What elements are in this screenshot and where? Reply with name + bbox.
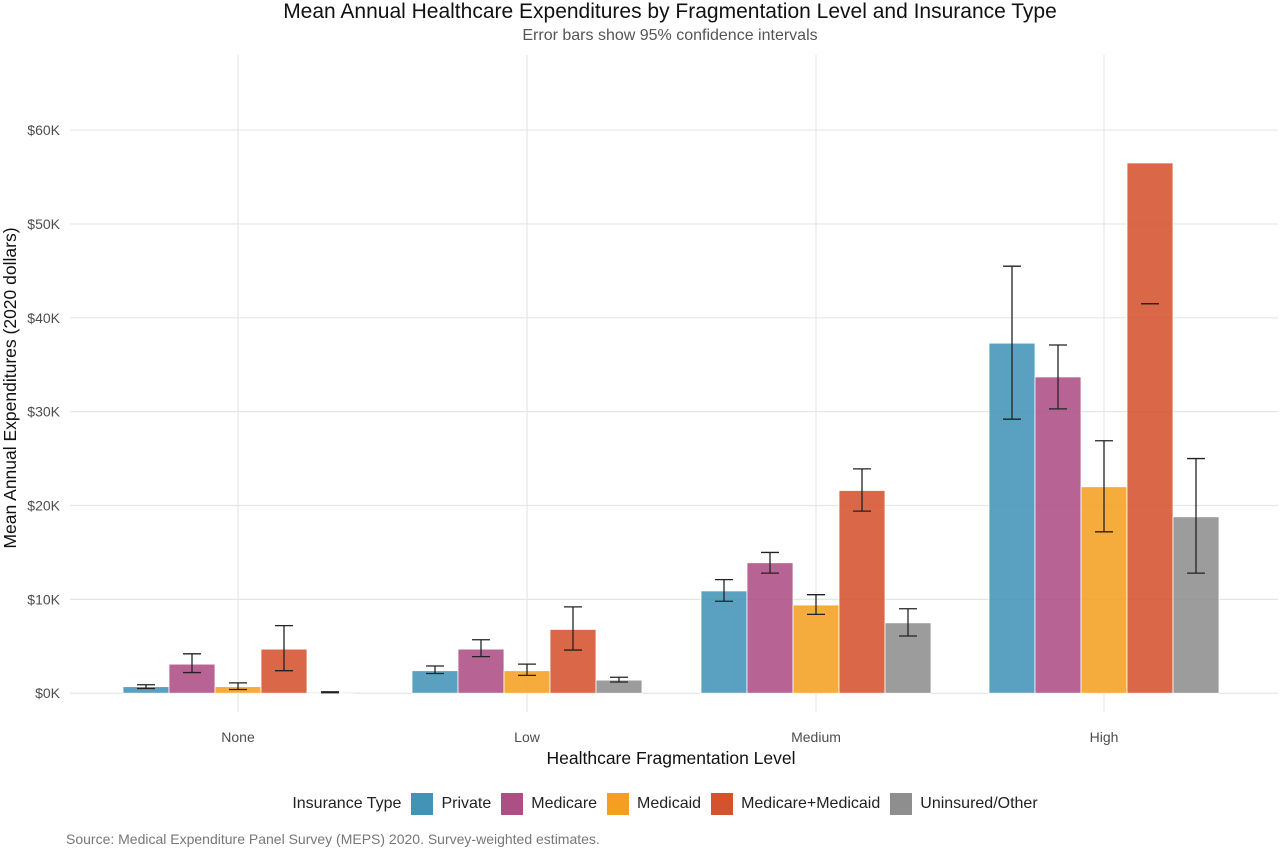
error-bar-uninsured-other-medium — [899, 608, 917, 637]
error-bar-medicare-none — [183, 653, 201, 674]
error-bar-medicaid-low — [518, 663, 536, 677]
error-bar-medicare-low — [472, 639, 490, 658]
bar-medicare-medium — [746, 562, 794, 694]
x-tick-label-high: High — [1090, 729, 1119, 745]
error-bar-medicare-high — [1049, 344, 1067, 410]
error-bar-medicare-medicaid-medium — [853, 468, 871, 512]
x-tick-label-none: None — [221, 729, 255, 745]
legend-item-private: Private — [411, 793, 491, 815]
error-bar-private-none — [137, 684, 155, 690]
bar-medicaid-medium — [792, 604, 840, 694]
chart-caption: Source: Medical Expenditure Panel Survey… — [66, 831, 600, 847]
error-bar-medicare-medicaid-low — [564, 606, 582, 651]
legend-label: Medicare — [531, 795, 598, 812]
y-axis-title: Mean Annual Expenditures (2020 dollars) — [0, 227, 20, 548]
x-axis-title: Healthcare Fragmentation Level — [546, 748, 795, 768]
legend: Insurance Type Private Medicare Medicaid Me… — [0, 793, 1280, 815]
error-bar-uninsured-other-high — [1187, 457, 1205, 574]
x-tick-label-low: Low — [514, 729, 541, 745]
error-bar-medicare-medium — [761, 551, 779, 574]
error-bar-private-medium — [715, 579, 733, 602]
x-tick-label-medium: Medium — [791, 729, 841, 745]
y-tick-label: $40K — [27, 310, 60, 326]
legend-title: Insurance Type — [292, 795, 402, 812]
y-tick-label: $0K — [35, 685, 61, 701]
bar-medicare-medicaid-medium — [838, 490, 886, 694]
error-bar-medicaid-none — [229, 682, 247, 691]
y-tick-label: $60K — [27, 122, 60, 138]
error-bar-medicare-medicaid-none — [275, 625, 293, 672]
y-tick-label: $20K — [27, 498, 60, 514]
legend-swatch — [711, 793, 734, 815]
legend-items: Private Medicare Medicaid Medicare+Medicaid… — [411, 793, 1047, 815]
chart-title: Mean Annual Healthcare Expenditures by F… — [283, 0, 1057, 23]
legend-swatch — [411, 793, 434, 815]
legend-label: Uninsured/Other — [920, 795, 1038, 812]
legend-item-medicare: Medicare — [501, 793, 597, 815]
legend-label: Medicaid — [637, 795, 702, 812]
error-bar-uninsured-other-low — [610, 676, 628, 683]
chart-subtitle: Error bars show 95% confidence intervals — [522, 27, 818, 44]
error-bar-private-high — [1003, 265, 1021, 420]
legend-label: Medicare+Medicaid — [741, 795, 881, 812]
bar-private-medium — [700, 590, 748, 694]
legend-item-medicaid: Medicaid — [607, 793, 701, 815]
error-bar-medicaid-high — [1095, 440, 1113, 533]
y-tick-label: $30K — [27, 404, 60, 420]
bar-medicare-medicaid-high — [1126, 162, 1174, 694]
legend-swatch — [501, 793, 524, 815]
legend-item-medicare-medicaid: Medicare+Medicaid — [711, 793, 880, 815]
y-tick-label: $50K — [27, 216, 60, 232]
bar-medicare-high — [1034, 376, 1082, 694]
error-bar-medicaid-medium — [807, 594, 825, 616]
error-bar-uninsured-other-none — [321, 691, 339, 694]
y-tick-label: $10K — [27, 591, 60, 607]
error-bar-private-low — [426, 665, 444, 675]
legend-item-uninsured-other: Uninsured/Other — [890, 793, 1038, 815]
legend-label: Private — [441, 795, 492, 812]
legend-swatch — [890, 793, 913, 815]
plot-area: $0K $10K $20K $30K $40K $50K $60K None Low Medium… — [0, 55, 1278, 768]
legend-swatch — [607, 793, 630, 815]
